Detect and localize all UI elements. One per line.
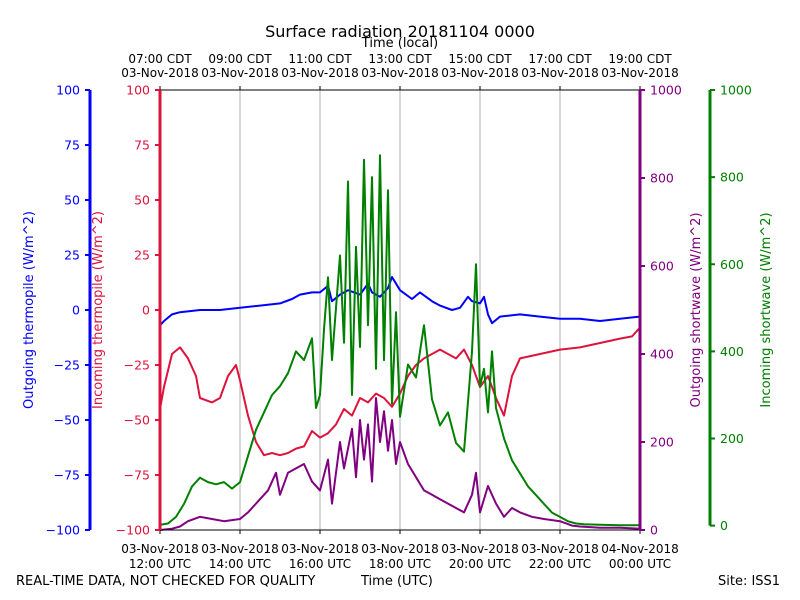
x-tick-date: 03-Nov-2018 — [361, 542, 439, 556]
outgoing_shortwave-tick-label: 800 — [650, 171, 674, 186]
x-tick-time: 18:00 UTC — [369, 557, 431, 571]
outgoing_thermopile-tick-label: 100 — [56, 83, 80, 98]
x-axis-label: Time (UTC) — [361, 574, 433, 589]
incoming_thermopile-axis-title: Incoming thermopile (W/m^2) — [91, 211, 106, 409]
x-tick-date: 03-Nov-2018 — [441, 542, 519, 556]
top-tick-time: 07:00 CDT — [128, 52, 192, 66]
incoming-shortwave-line — [159, 154, 640, 527]
incoming_thermopile-tick-label: −75 — [124, 468, 150, 483]
incoming-thermopile-line — [159, 326, 641, 457]
outgoing_thermopile-tick-label: 50 — [64, 193, 80, 208]
top-tick-date: 03-Nov-2018 — [361, 66, 439, 80]
outgoing-shortwave-line — [159, 397, 641, 531]
incoming_thermopile-tick-label: −25 — [124, 358, 150, 373]
incoming_shortwave-tick-label: 200 — [720, 431, 744, 446]
incoming_thermopile-tick-label: 75 — [134, 138, 150, 153]
top-tick-date: 03-Nov-2018 — [201, 66, 279, 80]
top-tick-date: 03-Nov-2018 — [121, 66, 199, 80]
outgoing_shortwave-tick-label: 600 — [650, 259, 674, 274]
incoming_thermopile-tick-label: 100 — [126, 83, 150, 98]
incoming_thermopile-tick-label: 50 — [134, 193, 150, 208]
outgoing_thermopile-tick-label: 75 — [64, 138, 80, 153]
top-tick-time: 19:00 CDT — [608, 52, 672, 66]
labels-layer: Surface radiation 20181104 0000 Time (lo… — [265, 22, 535, 51]
outgoing_thermopile-axis-title: Outgoing thermopile (W/m^2) — [22, 211, 37, 409]
x-tick-date: 03-Nov-2018 — [521, 542, 599, 556]
top-tick-date: 03-Nov-2018 — [601, 66, 679, 80]
x-tick-date: 03-Nov-2018 — [121, 542, 199, 556]
incoming_shortwave-tick-label: 800 — [720, 170, 744, 185]
top-tick-time: 13:00 CDT — [368, 52, 432, 66]
quality-disclaimer: REAL-TIME DATA, NOT CHECKED FOR QUALITY — [16, 574, 316, 589]
top-tick-date: 03-Nov-2018 — [521, 66, 599, 80]
top-tick-time: 17:00 CDT — [528, 52, 592, 66]
x-tick-time: 14:00 UTC — [209, 557, 271, 571]
incoming_shortwave-tick-label: 1000 — [720, 83, 752, 98]
x-tick-time: 00:00 UTC — [609, 557, 671, 571]
top-tick-time: 11:00 CDT — [288, 52, 352, 66]
incoming_thermopile-tick-label: 25 — [134, 248, 150, 263]
x-tick-date: 03-Nov-2018 — [281, 542, 359, 556]
series-layer — [159, 154, 641, 531]
outgoing_thermopile-tick-label: −50 — [54, 413, 80, 428]
grid-layer — [239, 90, 561, 530]
top-tick-date: 03-Nov-2018 — [281, 66, 359, 80]
outgoing_thermopile-tick-label: −25 — [54, 358, 80, 373]
chart-title: Surface radiation 20181104 0000 — [265, 22, 535, 41]
x-tick-time: 22:00 UTC — [529, 557, 591, 571]
incoming_thermopile-tick-label: −50 — [124, 413, 150, 428]
x-tick-date: 03-Nov-2018 — [201, 542, 279, 556]
x-tick-time: 16:00 UTC — [289, 557, 351, 571]
incoming_thermopile-tick-label: 0 — [142, 303, 150, 318]
x-tick-time: 12:00 UTC — [129, 557, 191, 571]
incoming_thermopile-tick-label: −100 — [116, 523, 150, 538]
outgoing_thermopile-tick-label: 25 — [64, 248, 80, 263]
outgoing_thermopile-tick-label: −100 — [46, 523, 80, 538]
top-axis-label: Time (local) — [361, 36, 438, 51]
site-label: Site: ISS1 — [718, 574, 781, 589]
incoming_shortwave-axis-title: Incoming shortwave (W/m^2) — [759, 212, 774, 407]
top-tick-time: 09:00 CDT — [208, 52, 272, 66]
outgoing_thermopile-tick-label: 0 — [72, 303, 80, 318]
top-tick-time: 15:00 CDT — [448, 52, 512, 66]
outgoing_shortwave-tick-label: 400 — [650, 347, 674, 362]
outgoing_shortwave-tick-label: 0 — [650, 523, 658, 538]
outgoing_shortwave-axis-title: Outgoing shortwave (W/m^2) — [689, 212, 704, 407]
incoming_shortwave-tick-label: 600 — [720, 257, 744, 272]
x-tick-date: 04-Nov-2018 — [601, 542, 679, 556]
top-tick-date: 03-Nov-2018 — [441, 66, 519, 80]
outgoing_shortwave-tick-label: 1000 — [650, 83, 682, 98]
x-tick-time: 20:00 UTC — [449, 557, 511, 571]
incoming_shortwave-tick-label: 0 — [720, 518, 728, 533]
outgoing_thermopile-tick-label: −75 — [54, 468, 80, 483]
outgoing_shortwave-tick-label: 200 — [650, 435, 674, 450]
incoming_shortwave-tick-label: 400 — [720, 344, 744, 359]
